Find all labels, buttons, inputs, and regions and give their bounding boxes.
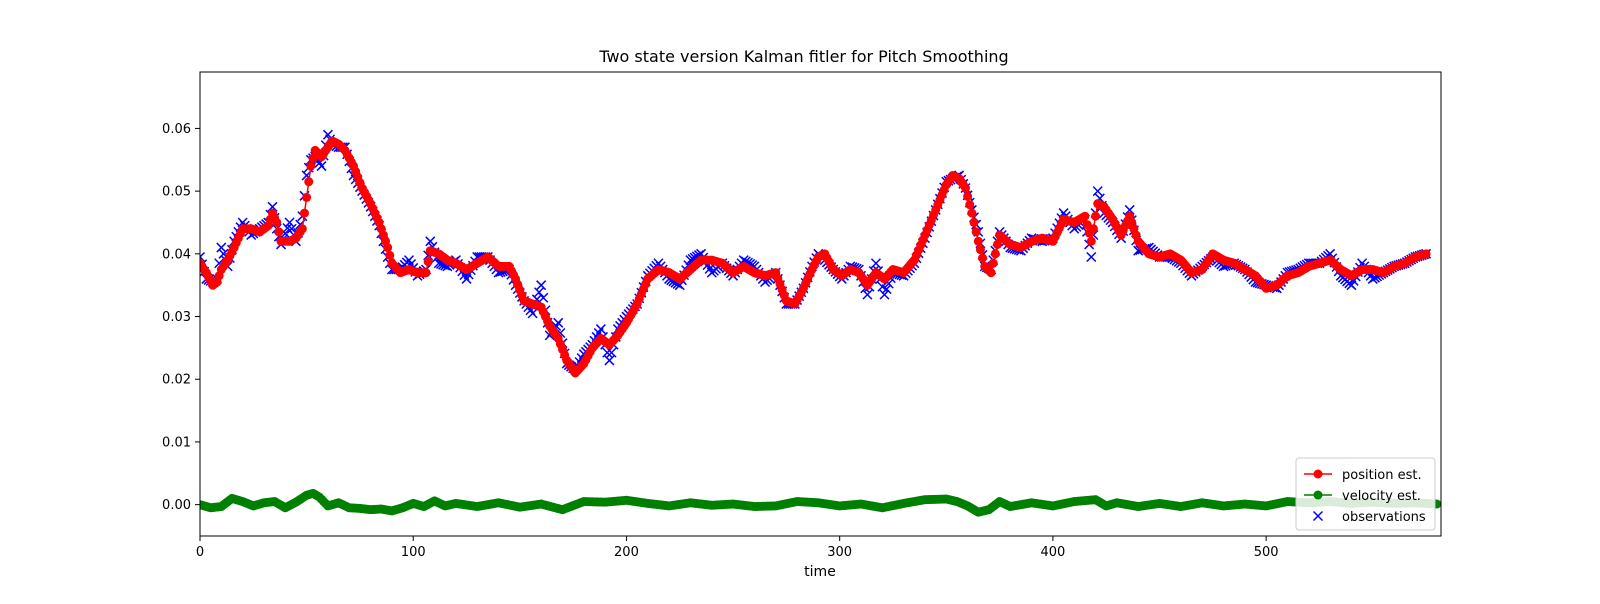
chart-title: Two state version Kalman fitler for Pitc…	[598, 47, 1008, 66]
observation-point	[538, 292, 549, 303]
observation-point	[604, 355, 615, 366]
observation-point	[1092, 186, 1103, 197]
legend-position-label: position est.	[1342, 468, 1422, 483]
position-point	[421, 268, 431, 278]
y-tick-label: 0.03	[162, 310, 191, 325]
position-series	[200, 136, 1431, 378]
observation-point	[286, 223, 297, 234]
x-axis-label: time	[804, 564, 836, 580]
position-point	[385, 250, 395, 260]
observation-point	[870, 258, 881, 269]
position-point	[973, 236, 983, 246]
observation-point	[879, 289, 890, 300]
y-tick-label: 0.00	[162, 498, 191, 513]
y-tick-label: 0.02	[162, 373, 191, 388]
position-point	[272, 217, 282, 227]
position-point	[302, 192, 312, 202]
legend-position-marker	[1313, 469, 1323, 479]
x-tick-label: 500	[1254, 545, 1279, 560]
observation-point	[536, 280, 547, 291]
position-point	[383, 243, 393, 253]
observation-point	[527, 308, 538, 319]
position-point	[1086, 236, 1096, 246]
position-point	[304, 177, 314, 187]
position-point	[969, 217, 979, 227]
position-point	[963, 191, 973, 201]
legend-observations-label: observations	[1342, 510, 1426, 525]
plot-area	[200, 129, 1441, 517]
position-point	[986, 268, 996, 278]
observation-point	[1086, 251, 1097, 263]
y-axis: 0.00 0.01 0.02 0.03 0.04 0.05 0.06	[162, 122, 200, 513]
axes-frame	[199, 71, 1442, 537]
position-point	[274, 227, 284, 237]
position-point	[990, 249, 1000, 259]
observation-point	[602, 347, 613, 358]
legend-velocity-marker	[1313, 490, 1323, 500]
y-tick-label: 0.06	[162, 122, 191, 137]
position-point	[978, 253, 988, 263]
observation-point	[425, 236, 436, 247]
x-axis: 0 100 200 300 400 500	[196, 536, 1279, 560]
observation-point	[595, 324, 606, 335]
position-point	[306, 161, 316, 171]
position-point	[1421, 249, 1431, 259]
position-point	[988, 258, 998, 268]
position-point	[975, 245, 985, 255]
position-point	[1091, 211, 1101, 221]
observation-point	[216, 242, 227, 253]
observation-point	[881, 284, 892, 295]
observation-point	[862, 289, 873, 300]
x-tick-label: 100	[401, 545, 426, 560]
x-tick-label: 400	[1041, 545, 1066, 560]
observation-point	[284, 217, 295, 228]
position-point	[1088, 224, 1098, 234]
x-tick-label: 200	[614, 545, 639, 560]
position-point	[965, 200, 975, 210]
position-point	[992, 239, 1002, 249]
observation-point	[316, 161, 327, 172]
position-point	[967, 208, 977, 218]
y-tick-label: 0.04	[162, 247, 191, 262]
position-point	[971, 227, 981, 237]
observation-point	[553, 317, 564, 328]
position-point	[1082, 220, 1092, 230]
y-tick-label: 0.01	[162, 435, 191, 450]
legend-observations-marker	[1312, 510, 1324, 522]
legend: position est. velocity est. observations	[1295, 457, 1436, 531]
x-tick-label: 300	[827, 545, 852, 560]
y-tick-label: 0.05	[162, 185, 191, 200]
velocity-series	[200, 488, 1441, 517]
position-point	[1080, 211, 1090, 221]
position-point	[297, 224, 307, 234]
observation-point	[606, 347, 617, 358]
legend-velocity-label: velocity est.	[1342, 489, 1421, 504]
observation-point	[534, 287, 545, 298]
x-tick-label: 0	[196, 545, 204, 560]
position-point	[960, 183, 970, 193]
position-point	[423, 257, 433, 267]
position-point	[299, 208, 309, 218]
series-layer	[200, 129, 1441, 517]
legend-box	[1295, 457, 1436, 531]
